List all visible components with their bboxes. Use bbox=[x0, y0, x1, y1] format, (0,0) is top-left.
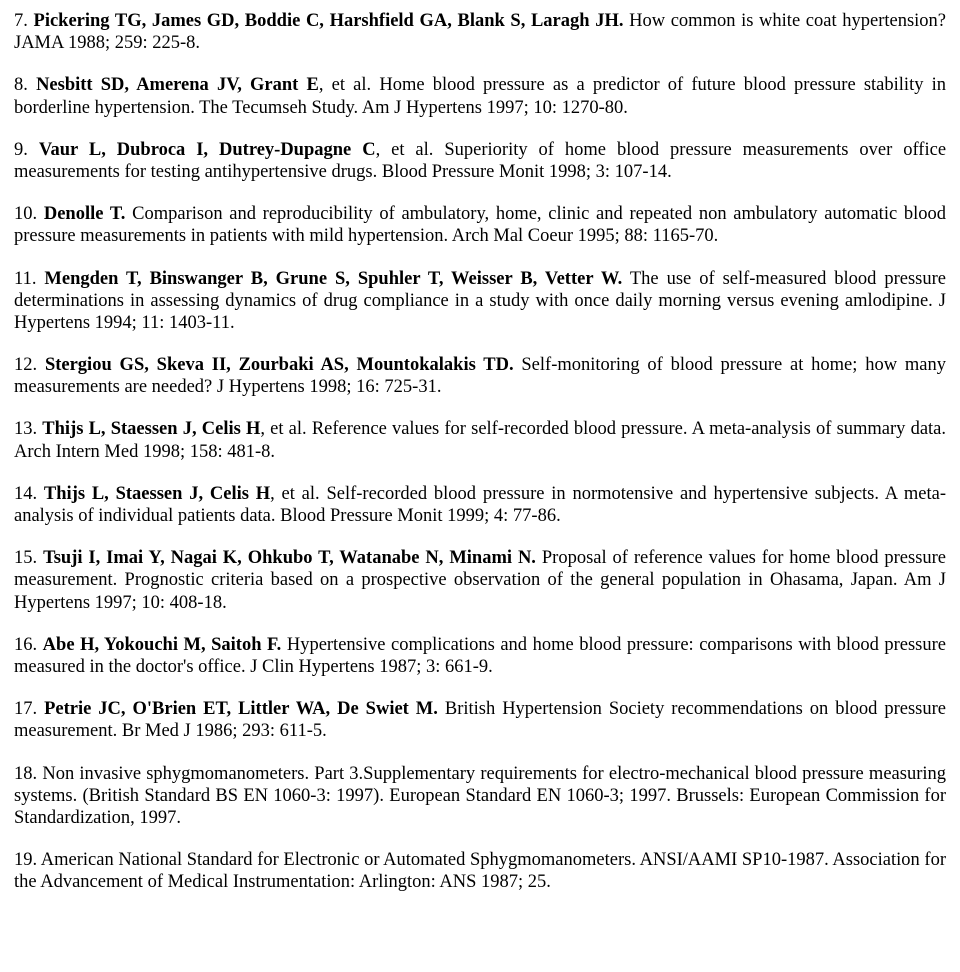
reference-17: 17. Petrie JC, O'Brien ET, Littler WA, D… bbox=[14, 698, 946, 742]
reference-13: 13. Thijs L, Staessen J, Celis H, et al.… bbox=[14, 418, 946, 462]
ref-authors: Thijs L, Staessen J, Celis H bbox=[42, 419, 260, 439]
ref-authors: Vaur L, Dubroca I, Dutrey-Dupagne C bbox=[39, 140, 376, 160]
ref-etal: , et al. bbox=[319, 75, 371, 95]
ref-title: Reference values for self-recorded blood… bbox=[312, 419, 946, 439]
ref-journal: Arch Mal Coeur 1995; 88: 1165-70. bbox=[452, 226, 719, 246]
ref-authors: Denolle T. bbox=[44, 204, 126, 224]
ref-num: 9. bbox=[14, 140, 28, 160]
ref-num: 13. bbox=[14, 419, 37, 439]
ref-title: American National Standard for Electroni… bbox=[41, 850, 829, 870]
ref-num: 17. bbox=[14, 699, 37, 719]
ref-journal: Am J Hypertens 1997; 10: 1270-80. bbox=[362, 98, 628, 118]
reference-18: 18. Non invasive sphygmomanometers. Part… bbox=[14, 763, 946, 830]
reference-12: 12. Stergiou GS, Skeva II, Zourbaki AS, … bbox=[14, 354, 946, 398]
ref-journal: Blood Pressure Monit 1998; 3: 107-14. bbox=[382, 162, 672, 182]
ref-title: How common is white coat hypertension? bbox=[629, 11, 946, 31]
ref-etal: , et al. bbox=[260, 419, 306, 439]
ref-journal: J Hypertens 1998; 16: 725-31. bbox=[217, 377, 442, 397]
reference-15: 15. Tsuji I, Imai Y, Nagai K, Ohkubo T, … bbox=[14, 547, 946, 614]
ref-journal: Arch Intern Med 1998; 158: 481-8. bbox=[14, 442, 275, 462]
reference-14: 14. Thijs L, Staessen J, Celis H, et al.… bbox=[14, 483, 946, 527]
ref-authors: Thijs L, Staessen J, Celis H bbox=[44, 484, 270, 504]
ref-journal: JAMA 1988; 259: 225-8. bbox=[14, 33, 200, 53]
ref-authors: Abe H, Yokouchi M, Saitoh F. bbox=[43, 635, 282, 655]
reference-16: 16. Abe H, Yokouchi M, Saitoh F. Hyperte… bbox=[14, 634, 946, 678]
ref-etal: , et al. bbox=[376, 140, 434, 160]
ref-authors: Pickering TG, James GD, Boddie C, Harshf… bbox=[34, 11, 624, 31]
ref-journal: Br Med J 1986; 293: 611-5. bbox=[122, 721, 327, 741]
ref-authors: Mengden T, Binswanger B, Grune S, Spuhle… bbox=[44, 269, 622, 289]
ref-num: 16. bbox=[14, 635, 37, 655]
ref-num: 14. bbox=[14, 484, 37, 504]
reference-9: 9. Vaur L, Dubroca I, Dutrey-Dupagne C, … bbox=[14, 139, 946, 183]
reference-7: 7. Pickering TG, James GD, Boddie C, Har… bbox=[14, 10, 946, 54]
reference-19: 19. American National Standard for Elect… bbox=[14, 849, 946, 893]
ref-num: 11. bbox=[14, 269, 36, 289]
reference-8: 8. Nesbitt SD, Amerena JV, Grant E, et a… bbox=[14, 74, 946, 118]
ref-num: 10. bbox=[14, 204, 37, 224]
ref-authors: Nesbitt SD, Amerena JV, Grant E bbox=[36, 75, 319, 95]
ref-authors: Stergiou GS, Skeva II, Zourbaki AS, Moun… bbox=[45, 355, 514, 375]
ref-journal: Blood Pressure Monit 1999; 4: 77-86. bbox=[280, 506, 561, 526]
reference-10: 10. Denolle T. Comparison and reproducib… bbox=[14, 203, 946, 247]
ref-etal: , et al. bbox=[270, 484, 320, 504]
ref-num: 8. bbox=[14, 75, 28, 95]
ref-authors: Petrie JC, O'Brien ET, Littler WA, De Sw… bbox=[44, 699, 438, 719]
ref-num: 7. bbox=[14, 11, 28, 31]
ref-journal: J Clin Hypertens 1987; 3: 661-9. bbox=[250, 657, 493, 677]
ref-num: 12. bbox=[14, 355, 37, 375]
ref-authors: Tsuji I, Imai Y, Nagai K, Ohkubo T, Wata… bbox=[43, 548, 536, 568]
ref-num: 15. bbox=[14, 548, 37, 568]
ref-num: 19. bbox=[14, 850, 37, 870]
reference-11: 11. Mengden T, Binswanger B, Grune S, Sp… bbox=[14, 268, 946, 335]
ref-num: 18. bbox=[14, 764, 37, 784]
